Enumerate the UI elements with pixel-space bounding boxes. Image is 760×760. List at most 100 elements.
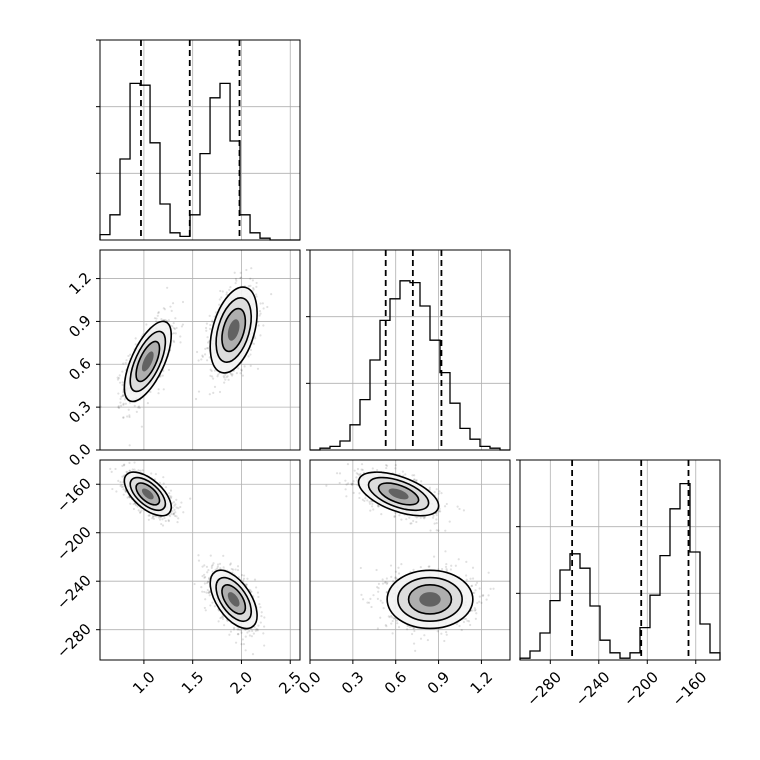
scatter-point [150,472,153,475]
scatter-point [252,632,255,635]
scatter-point [139,510,142,514]
scatter-point [401,470,404,473]
scatter-point [207,580,210,584]
hist-panel-2 [516,459,721,661]
scatter-point [358,474,361,477]
scatter-point [177,517,180,520]
scatter-point [385,591,388,594]
scatter-point [255,295,258,298]
hist-bin [580,568,590,660]
scatter-point [171,502,174,505]
hist-bin [350,425,360,450]
hist-bin [550,601,560,660]
scatter-point [164,486,168,489]
scatter-point [248,630,251,633]
scatter-point [156,314,159,317]
scatter-point [206,341,210,344]
scatter-point [435,488,438,491]
scatter-point [172,322,175,325]
scatter-point [415,516,418,519]
scatter-point [251,653,255,656]
scatter-point [216,375,219,378]
scatter-point [216,565,219,568]
scatter-point [438,510,441,513]
scatter-point [126,496,129,499]
scatter-point [218,390,222,394]
scatter-point [240,631,243,634]
scatter-point [397,566,400,569]
scatter-point [412,519,415,523]
scatter-panel-2-1 [309,459,511,661]
hist-bin [110,215,120,240]
scatter-point [206,588,209,592]
scatter-point [474,589,477,592]
scatter-point [205,591,208,594]
scatter-point [221,290,224,293]
scatter-point [159,516,162,519]
scatter-point [435,514,438,517]
scatter-point [122,416,125,420]
hist-bin [650,595,660,660]
scatter-point [372,594,375,597]
scatter-point [134,504,138,507]
scatter-point [426,638,430,642]
scatter-point [237,367,240,370]
scatter-point [209,604,212,607]
scatter-point [247,355,250,358]
contour-line [209,286,258,374]
scatter-point [437,492,440,495]
scatter-point [114,467,117,471]
hist-bin [370,360,380,450]
scatter-point [139,469,142,472]
scatter-point [250,267,253,270]
scatter-point [235,279,238,282]
contour-line [221,584,247,615]
scatter-point [230,374,234,377]
scatter-point [213,369,216,372]
scatter-point [227,378,230,381]
scatter-point [152,517,156,520]
scatter-point [206,347,209,350]
scatter-point [335,472,339,475]
scatter-point [240,368,243,371]
scatter-point [257,624,260,627]
scatter-point [205,322,209,325]
scatter-point [246,631,249,634]
scatter-point [435,518,438,521]
scatter-point [356,467,360,471]
scatter-point [375,568,378,572]
scatter-point [406,624,409,628]
scatter-point [255,628,258,631]
scatter-point [457,558,460,561]
scatter-point [255,586,258,589]
scatter-point [173,340,176,344]
scatter-point [120,483,123,486]
hist-bin [360,400,370,450]
scatter-point [393,514,396,518]
scatter-point [255,281,258,285]
scatter-point [360,463,364,466]
scatter-point [180,325,184,328]
scatter-point [345,495,348,498]
scatter-point [163,516,166,520]
scatter-point [140,509,143,512]
scatter-point [228,633,231,636]
scatter-point [359,472,362,476]
scatter-point [253,578,257,581]
hist-bin [390,299,400,450]
scatter-point [219,567,222,570]
scatter-point [242,577,246,580]
scatter-point [223,381,226,384]
scatter-point [411,474,414,477]
scatter-point [353,469,356,472]
scatter-point [168,515,172,518]
scatter-point [393,515,396,519]
scatter-point [413,478,416,481]
scatter-point [352,491,355,495]
scatter-point [168,494,171,498]
scatter-point [350,483,354,486]
scatter-point [210,564,214,568]
scatter-point [175,498,178,501]
scatter-point [162,369,165,373]
panel-frame [99,249,301,451]
